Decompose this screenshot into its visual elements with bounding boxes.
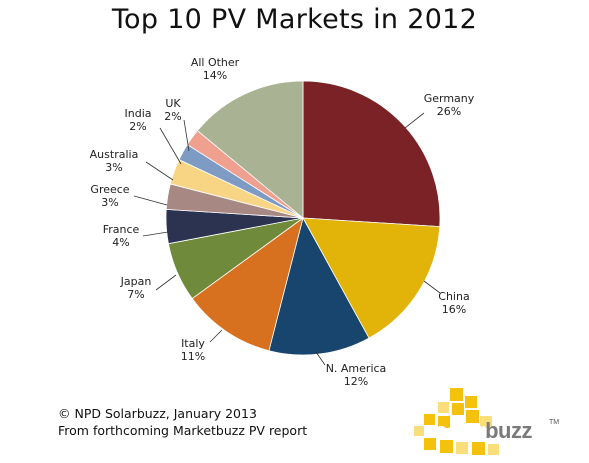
pie-slice-italy <box>191 217 304 352</box>
leader-line-australia <box>145 161 174 181</box>
leader-line-n-america <box>315 351 326 366</box>
slice-value-france: 4% <box>112 236 129 249</box>
pie-slice-china <box>302 217 441 339</box>
slice-label-italy: Italy <box>181 337 205 350</box>
logo-text-solar: solar <box>435 418 486 443</box>
logo-square <box>450 388 463 401</box>
leader-line-germany <box>404 112 425 129</box>
slice-label-india: India <box>125 107 152 120</box>
slice-value-india: 2% <box>129 120 146 133</box>
logo-square <box>438 402 449 413</box>
slice-label-germany: Germany <box>424 92 475 105</box>
pie-slice-germany <box>302 80 441 228</box>
logo-square <box>424 438 436 450</box>
slice-label-japan: Japan <box>120 275 152 288</box>
chart-title: Top 10 PV Markets in 2012 <box>111 4 478 35</box>
logo-square <box>440 440 453 453</box>
logo-square <box>424 414 435 425</box>
slice-value-greece: 3% <box>101 196 118 209</box>
logo-square <box>472 442 485 455</box>
copyright-text: © NPD Solarbuzz, January 2013 <box>58 406 257 421</box>
logo-square <box>452 403 464 415</box>
slice-value-japan: 7% <box>127 288 144 301</box>
pie-slice-n-america <box>268 216 370 356</box>
slice-value-n-america: 12% <box>344 375 368 388</box>
leader-line-france <box>142 231 169 237</box>
leader-line-italy <box>209 329 223 343</box>
leader-line-china <box>423 280 441 294</box>
slice-value-germany: 26% <box>437 105 461 118</box>
slice-label-greece: Greece <box>90 183 129 196</box>
slice-label-australia: Australia <box>90 148 139 161</box>
logo-square <box>480 416 492 428</box>
solarbuzz-logo: solarbuzz TM <box>410 386 580 458</box>
slice-label-uk: UK <box>165 97 181 110</box>
chart-footer: © NPD Solarbuzz, January 2013 From forth… <box>58 405 307 439</box>
logo-square <box>465 396 477 408</box>
logo-square <box>466 410 479 423</box>
logo-square <box>438 416 450 428</box>
logo-square <box>456 442 468 454</box>
leader-line-uk <box>183 119 190 152</box>
slice-label-n-america: N. America <box>326 362 387 375</box>
pie-slices <box>165 80 441 356</box>
slice-label-china: China <box>438 290 469 303</box>
slice-label-all-other: All Other <box>191 56 240 69</box>
source-text: From forthcoming Marketbuzz PV report <box>58 423 308 438</box>
slice-value-uk: 2% <box>164 110 181 123</box>
logo-square <box>488 444 499 455</box>
leader-line-india <box>159 127 182 165</box>
logo-squares-icon <box>414 388 499 455</box>
slice-value-italy: 11% <box>181 350 205 363</box>
slice-value-china: 16% <box>442 303 466 316</box>
logo-text-buzz: buzz <box>485 418 532 443</box>
leader-line-japan <box>155 274 177 291</box>
leader-line-greece <box>133 195 168 206</box>
logo-wordmark: solarbuzz <box>435 418 532 444</box>
slice-value-australia: 3% <box>105 161 122 174</box>
slice-label-france: France <box>103 223 140 236</box>
slice-value-all-other: 14% <box>203 69 227 82</box>
pie-slice-all-other <box>196 80 304 219</box>
leader-lines <box>133 112 441 366</box>
logo-square <box>414 426 424 436</box>
logo-trademark: TM <box>549 419 560 426</box>
